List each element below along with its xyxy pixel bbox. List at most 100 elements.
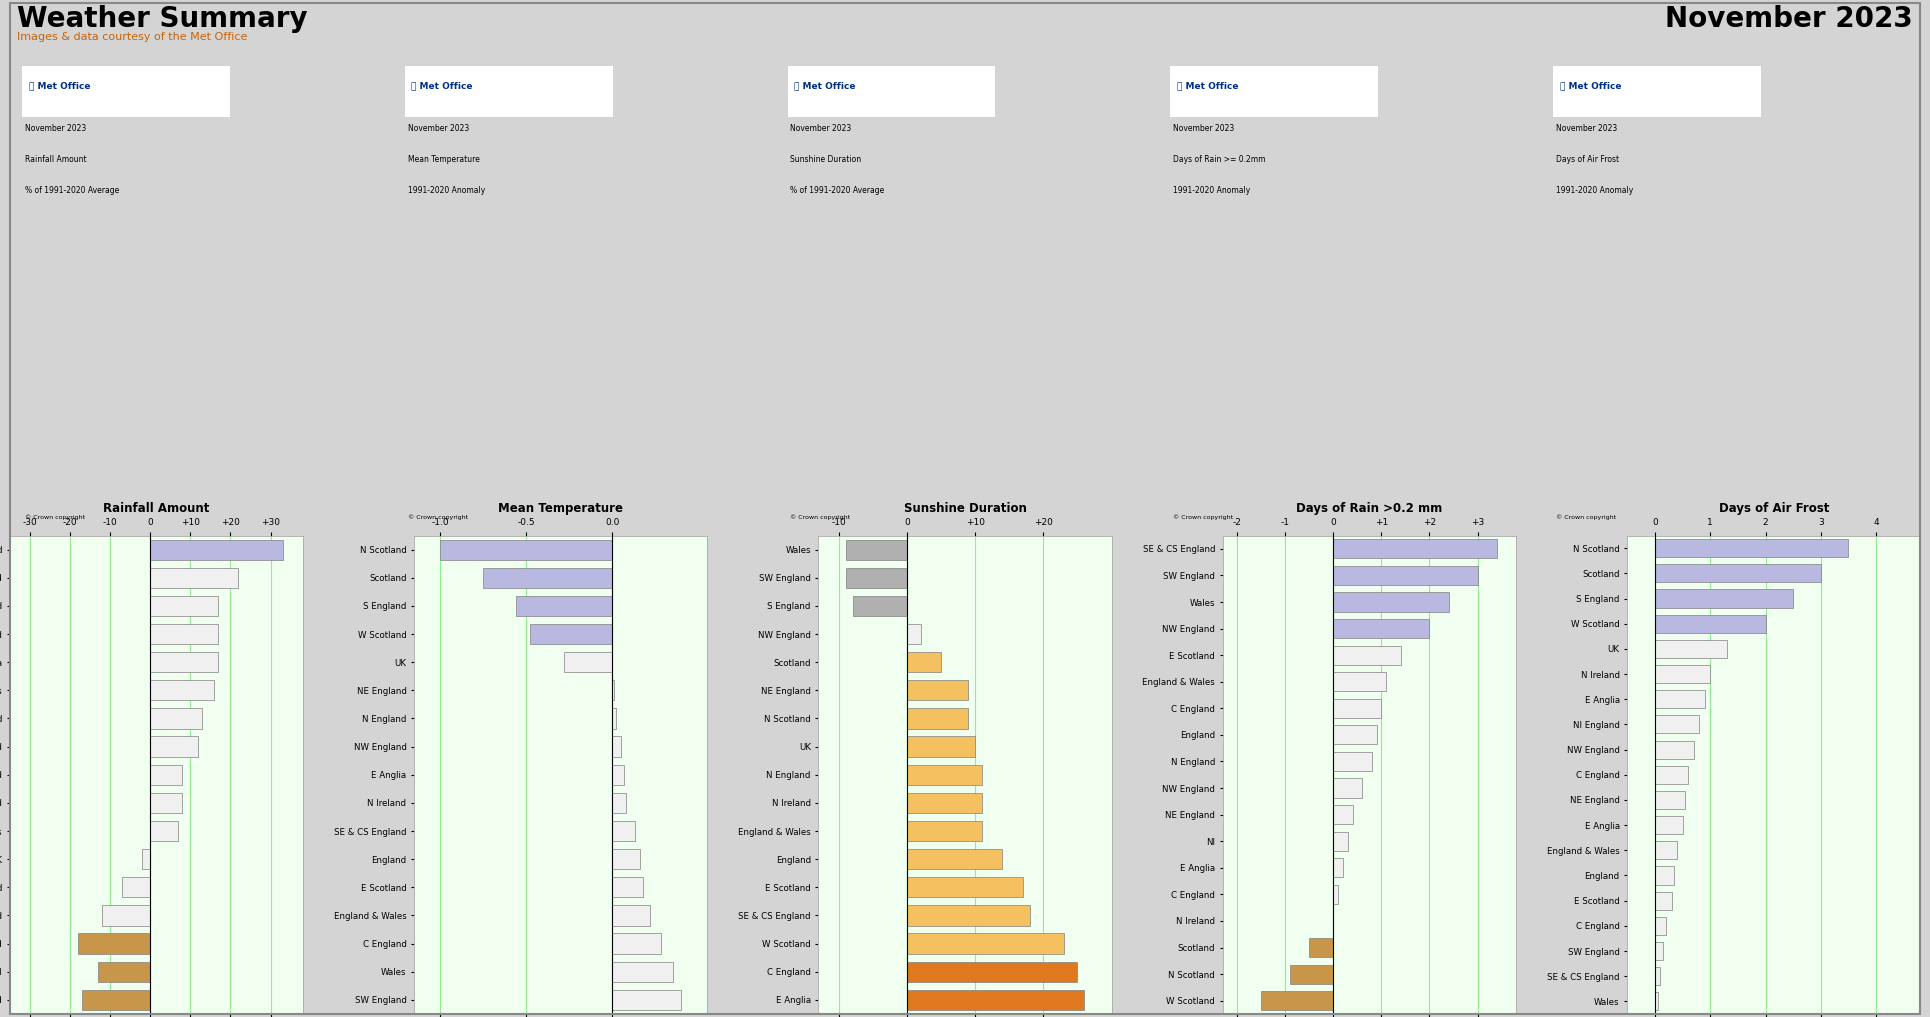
Text: Ⓜ Met Office: Ⓜ Met Office [1559,81,1621,91]
Bar [151,596,218,616]
Bar [151,624,218,644]
Bar [907,652,942,672]
Bar [1654,766,1689,784]
Text: % of 1991-2020 Average: % of 1991-2020 Average [25,186,120,195]
Bar [1654,691,1704,708]
Bar [1334,885,1337,904]
Text: Rainfall Amount: Rainfall Amount [25,156,87,164]
Bar [1654,916,1666,935]
Text: © Crown copyright: © Crown copyright [25,514,85,520]
Bar [1262,992,1334,1010]
Bar [151,680,214,701]
Text: 1991-2020 Anomaly: 1991-2020 Anomaly [407,186,484,195]
Text: Sunshine Duration: Sunshine Duration [789,156,861,164]
Text: Images & data courtesy of the Met Office: Images & data courtesy of the Met Office [17,32,247,42]
Bar [907,849,1002,870]
Bar [612,821,635,841]
Bar [907,962,1077,981]
Text: November 2023: November 2023 [1556,124,1617,133]
Bar [1334,699,1382,718]
Bar [907,821,982,841]
Bar [612,765,625,785]
Bar [1654,640,1727,658]
Bar [612,849,641,870]
Text: 1991-2020 Anomaly: 1991-2020 Anomaly [1556,186,1633,195]
Bar [1654,539,1849,557]
Title: Mean Temperature: Mean Temperature [498,502,623,515]
Bar [151,567,239,588]
Bar [122,878,151,897]
Bar [1654,564,1820,583]
Bar [853,596,907,616]
Bar [151,793,181,813]
Bar [612,736,621,757]
Bar [1334,858,1343,878]
Bar [1654,993,1658,1011]
Bar [907,990,1085,1010]
Bar [1334,672,1386,692]
Text: Days of Air Frost: Days of Air Frost [1556,156,1619,164]
Text: % of 1991-2020 Average: % of 1991-2020 Average [789,186,884,195]
Title: Rainfall Amount: Rainfall Amount [102,502,208,515]
Bar [1334,593,1449,611]
Bar [907,680,969,701]
Bar [440,539,612,559]
Bar [1334,539,1498,558]
Text: © Crown copyright: © Crown copyright [1173,514,1233,520]
Bar [1334,832,1347,851]
Bar [102,905,151,925]
Bar [98,962,151,981]
Bar [845,567,907,588]
Bar [1334,805,1353,824]
Bar [1654,892,1671,910]
Text: © Crown copyright: © Crown copyright [789,514,851,520]
Bar [21,65,230,117]
Bar [907,736,975,757]
Text: © Crown copyright: © Crown copyright [1556,514,1615,520]
Bar [1654,590,1793,607]
Bar [612,905,650,925]
Bar [1654,866,1675,885]
Text: © Crown copyright: © Crown copyright [407,514,467,520]
Bar [151,539,282,559]
Bar [612,793,625,813]
Text: 1991-2020 Anomaly: 1991-2020 Anomaly [1173,186,1251,195]
Bar [1552,65,1760,117]
Title: Sunshine Duration: Sunshine Duration [903,502,1027,515]
Text: November 2023: November 2023 [1173,124,1235,133]
Bar [143,849,151,870]
Bar [151,709,203,728]
Bar [907,624,921,644]
Text: November 2023: November 2023 [407,124,469,133]
Text: Ⓜ Met Office: Ⓜ Met Office [411,81,473,91]
Bar [81,990,151,1010]
Bar [1289,964,1334,983]
Bar [564,652,612,672]
Bar [1654,841,1677,859]
Bar [1334,619,1430,638]
Bar [907,905,1031,925]
Bar [907,793,982,813]
Text: Ⓜ Met Office: Ⓜ Met Office [793,81,855,91]
Text: Weather Summary: Weather Summary [17,5,309,34]
Text: Ⓜ Met Office: Ⓜ Met Office [29,81,91,91]
Text: November 2023: November 2023 [25,124,87,133]
Bar [529,624,612,644]
Bar [845,539,907,559]
Bar [612,878,643,897]
Bar [1654,791,1685,809]
Bar [1334,778,1363,797]
Bar [403,65,612,117]
Bar [1654,816,1683,834]
Bar [907,878,1023,897]
Title: Days of Rain >0.2 mm: Days of Rain >0.2 mm [1297,502,1442,515]
Bar [515,596,612,616]
Bar [151,736,199,757]
Text: November 2023: November 2023 [789,124,851,133]
Bar [612,990,681,1010]
Bar [151,652,218,672]
Bar [1654,665,1710,683]
Bar [151,821,178,841]
Bar [1654,715,1698,733]
Bar [1334,646,1401,665]
